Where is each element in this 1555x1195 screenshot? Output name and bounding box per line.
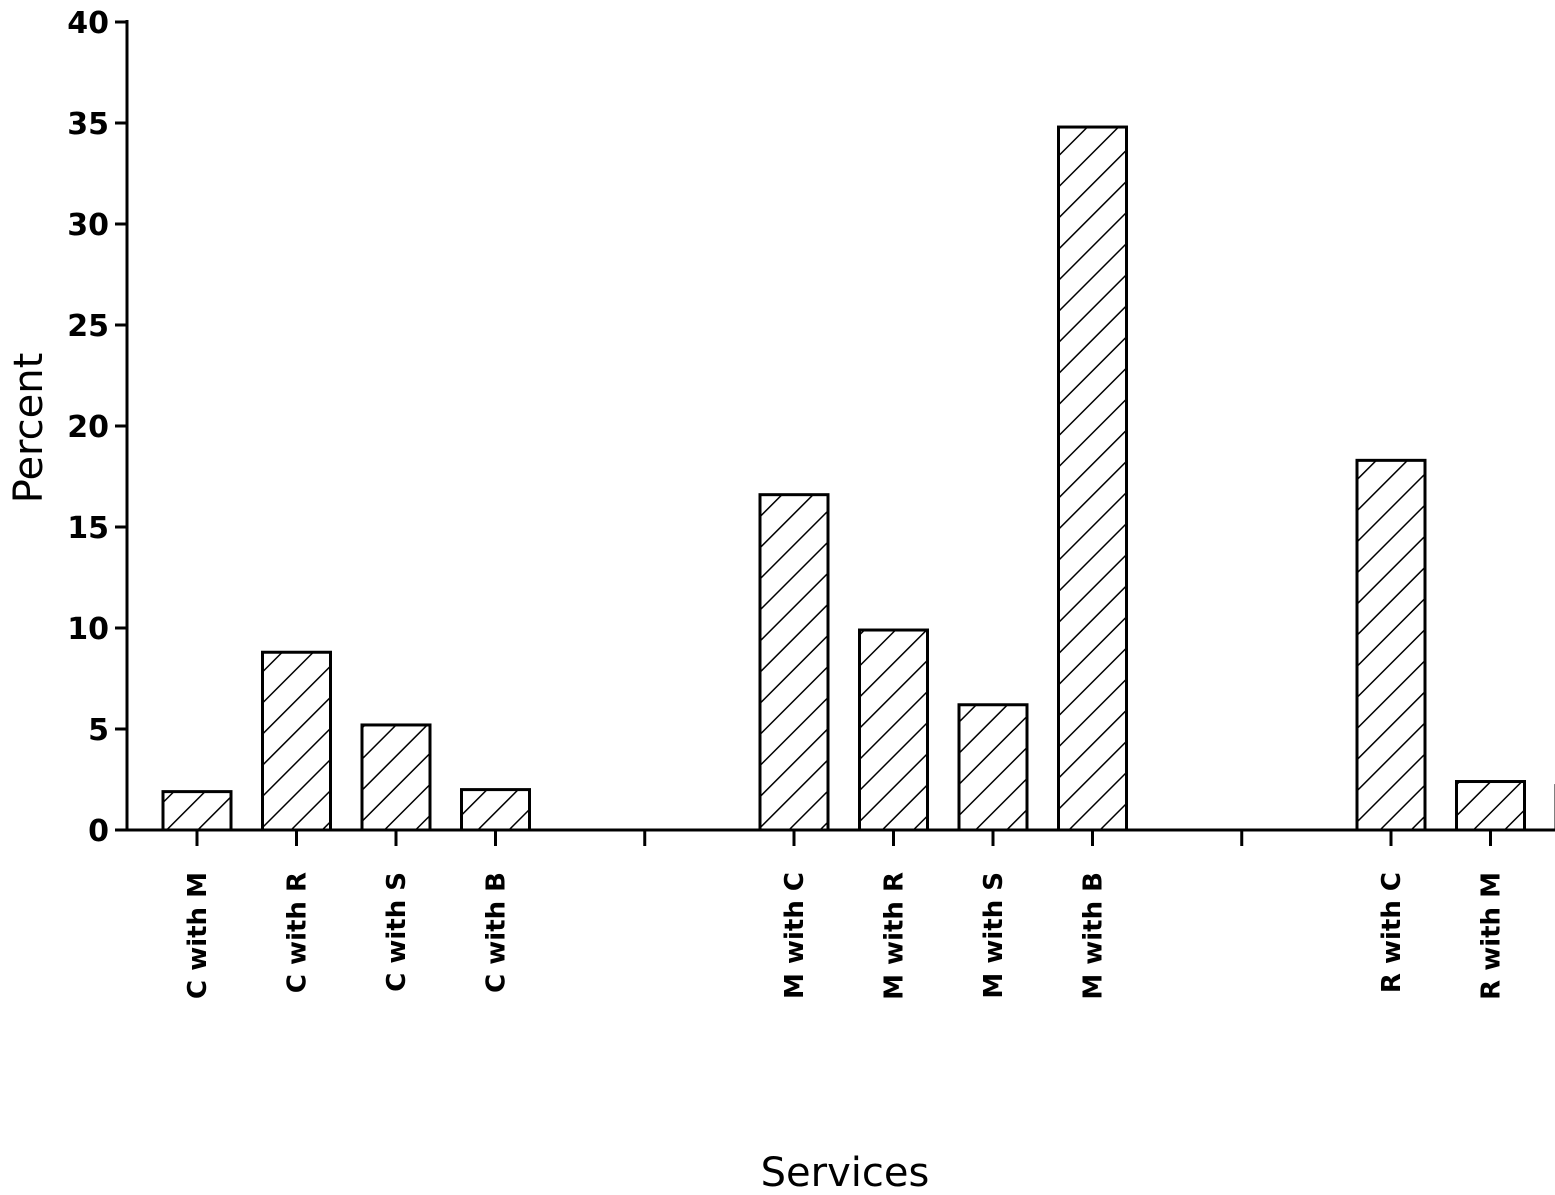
y-tick-label: 0 xyxy=(88,814,109,849)
y-tick-label: 10 xyxy=(67,612,109,647)
bar-r-with-c xyxy=(1355,458,1427,832)
x-tick-label: C with R xyxy=(283,872,313,993)
bar-c-with-s xyxy=(360,723,432,832)
y-tick-label: 20 xyxy=(67,410,109,445)
x-tick-label: C with S xyxy=(382,872,412,992)
bars xyxy=(161,125,1555,832)
y-axis-title: Percent xyxy=(6,353,52,504)
y-tick-label: 40 xyxy=(67,6,109,41)
bar-r-with-m xyxy=(1455,780,1526,832)
bar-c-with-m xyxy=(161,790,233,832)
y-tick-label: 25 xyxy=(67,309,109,344)
y-tick-label: 35 xyxy=(67,107,109,142)
x-tick-label: C with B xyxy=(482,872,512,993)
axes xyxy=(115,20,1555,846)
y-tick-label: 30 xyxy=(67,208,109,243)
y-tick-label: 15 xyxy=(67,511,109,546)
x-tick-label: R with M xyxy=(1477,872,1507,1000)
x-tick-label: M with B xyxy=(1079,872,1109,1000)
x-tick-label: M with C xyxy=(780,872,810,999)
y-tick-label: 5 xyxy=(88,713,109,748)
bar-c-with-b xyxy=(460,788,531,832)
bar-m-with-b xyxy=(1057,125,1128,832)
x-tick-label: C with M xyxy=(183,872,213,999)
x-axis-title: Services xyxy=(761,1150,930,1195)
bar-m-with-s xyxy=(957,703,1029,832)
bar-c-with-r xyxy=(261,650,332,832)
bar-m-with-r xyxy=(858,628,929,832)
x-tick-label: R with C xyxy=(1377,872,1407,993)
tick-labels: 0 5 10 15 20 25 30 35 40 C with M C with R C with S… xyxy=(67,6,1507,1000)
x-tick-label: M with R xyxy=(880,872,910,1000)
x-tick-label: M with S xyxy=(979,872,1009,999)
bar-m-with-c xyxy=(758,493,830,832)
